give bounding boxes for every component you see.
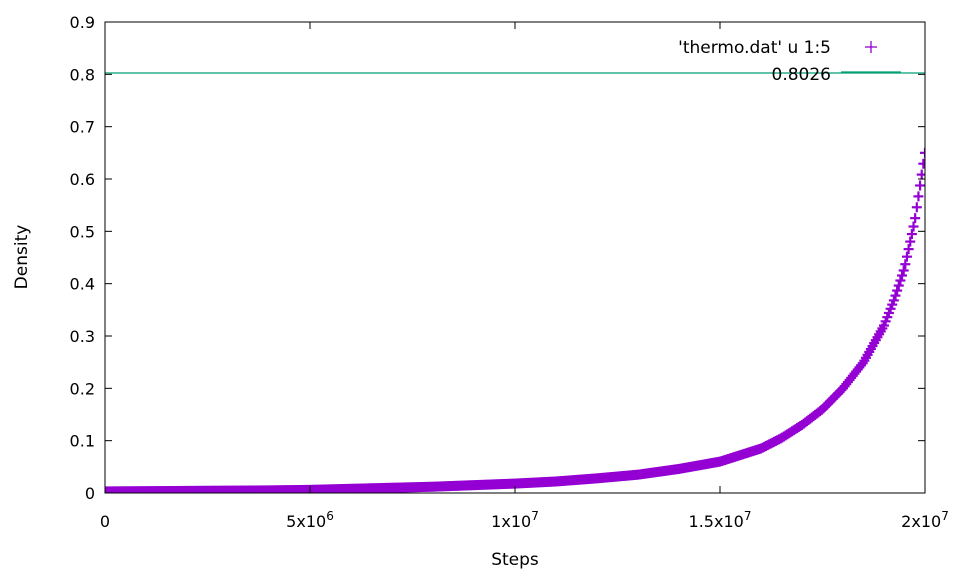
data-point [915, 180, 925, 191]
y-tick-label: 0.4 [70, 275, 95, 294]
x-tick-label: 0 [100, 512, 110, 531]
data-point [890, 290, 901, 301]
y-tick-label: 0.9 [70, 13, 95, 32]
y-tick-label: 0.1 [70, 432, 95, 451]
data-point [911, 202, 922, 213]
y-tick-label: 0.6 [70, 170, 95, 189]
x-tick-label: 1.5x107 [689, 509, 752, 531]
x-tick-label: 2x107 [901, 509, 949, 531]
y-tick-label: 0.2 [70, 379, 95, 398]
data-point [900, 259, 911, 270]
legend-plus-marker [865, 41, 877, 53]
data-point [895, 275, 906, 286]
x-tick-label: 5x106 [286, 509, 334, 531]
data-point [913, 191, 924, 202]
data-point [906, 229, 917, 240]
y-tick-label: 0 [85, 484, 95, 503]
x-axis-label: Steps [491, 550, 539, 570]
data-point [910, 213, 921, 224]
data-point [916, 169, 925, 180]
data-point [901, 251, 912, 262]
data-point [918, 158, 925, 169]
x-axis: 0 5x106 1x107 1.5x107 2x107 [100, 22, 949, 531]
data-point [920, 147, 925, 158]
data-point [898, 265, 909, 276]
legend-label-data: 'thermo.dat' u 1:5 [678, 38, 831, 58]
data-point [908, 221, 919, 232]
y-tick-label: 0.3 [70, 327, 95, 346]
legend-label-threshold: 0.8026 [772, 65, 831, 85]
y-axis: 0 0.1 0.2 0.3 0.4 0.5 0.6 0.7 0.8 0.9 [70, 13, 925, 503]
data-point [897, 270, 908, 281]
y-tick-label: 0.8 [70, 65, 95, 84]
x-tick-label: 1x107 [491, 509, 539, 531]
data-point [893, 280, 904, 291]
data-points-layer [105, 147, 925, 493]
y-tick-label: 0.7 [70, 118, 95, 137]
y-axis-label: Density [12, 225, 32, 290]
data-point [888, 295, 899, 306]
data-point [892, 285, 903, 296]
data-point [905, 236, 916, 247]
legend: 'thermo.dat' u 1:5 0.8026 [678, 38, 901, 85]
data-point [903, 244, 914, 255]
y-tick-label: 0.5 [70, 222, 95, 241]
